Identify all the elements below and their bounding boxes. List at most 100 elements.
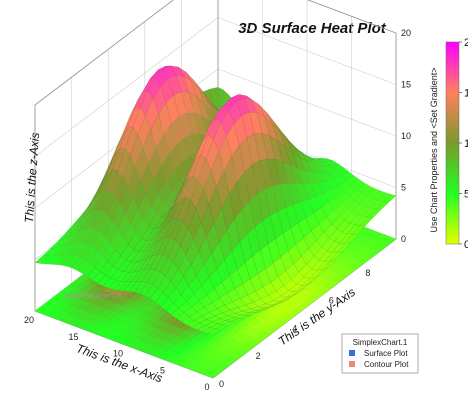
surface-cell (272, 256, 287, 277)
surface-cell (234, 283, 249, 299)
surface-cell (280, 250, 294, 271)
surface-cell (282, 227, 297, 252)
surface-cell (151, 237, 166, 257)
surface-cell (123, 281, 138, 292)
z-tick-label: 0 (401, 234, 406, 244)
surface-cell (206, 315, 221, 323)
surface-cell (188, 275, 202, 294)
surface-cell (160, 77, 174, 104)
surface-cell (118, 281, 132, 292)
surface-cell (155, 133, 169, 167)
colorbar-tick-label: 0 (464, 239, 468, 251)
surface-cell (183, 134, 198, 157)
surface-cell (190, 139, 204, 169)
surface-cell (305, 212, 320, 232)
x-tick-label: 0 (204, 382, 209, 392)
colorbar-tick-label: 15 (464, 88, 468, 100)
surface-cell (207, 328, 222, 335)
surface-cell (240, 312, 254, 316)
surface-cell (130, 134, 144, 167)
surface-cell (242, 308, 257, 313)
surface-cell (152, 86, 167, 115)
surface-cell (249, 273, 264, 292)
y-tick-label: 2 (256, 351, 261, 361)
surface-cell (268, 302, 282, 308)
surface-cell (203, 252, 218, 278)
surface-cell (195, 135, 209, 159)
surface-cell (151, 221, 165, 240)
surface-cell (300, 248, 315, 265)
colorbar-tick-label: 5 (464, 189, 468, 201)
surface-cell (276, 298, 290, 305)
surface-cell (272, 123, 286, 148)
surface-cell (221, 193, 235, 231)
surface-cell (245, 311, 259, 316)
surface-cell (99, 214, 113, 238)
surface-cell (102, 277, 117, 289)
surface-cell (131, 269, 145, 282)
surface-cell (130, 251, 145, 263)
surface-cell (210, 105, 224, 124)
surface-cell (161, 201, 175, 218)
surface-cell (178, 300, 192, 314)
surface-cell (261, 133, 276, 160)
axis-ticks: 0 5 10 15 20 0 2 4 6 8 0 5 10 15 20 (24, 28, 411, 392)
surface-cell (140, 90, 154, 116)
surface-cell (132, 179, 147, 211)
surface-cell (214, 324, 229, 331)
legend-label-contour: Contour Plot (364, 360, 409, 369)
z-tick-label: 10 (401, 131, 411, 141)
x-tick-label: 15 (68, 332, 78, 342)
colorbar-tick-label: 20 (464, 37, 468, 49)
surface-cell (81, 262, 96, 278)
surface-cell (132, 107, 146, 135)
surface-cell (99, 261, 114, 276)
surface-cell (260, 295, 274, 304)
surface-plot (34, 65, 397, 335)
surface-cell (229, 307, 244, 314)
surface-cell (135, 146, 149, 181)
surface-cell (224, 250, 238, 277)
chart-title: 3D Surface Heat Plot (238, 20, 387, 37)
surface-cell (208, 186, 222, 223)
surface-cell (214, 312, 229, 319)
surface-cell (144, 284, 159, 300)
surface-cell (321, 259, 336, 270)
surface-cell (89, 250, 103, 268)
surface-cell (250, 306, 265, 311)
surface-cell (283, 293, 297, 301)
surface-cell (229, 181, 243, 220)
y-tick-label: 0 (219, 379, 224, 389)
surface-cell (149, 288, 164, 303)
surface-cell (176, 312, 190, 323)
legend-swatch-surface (349, 350, 355, 356)
y-tick-label: 4 (292, 323, 297, 333)
surface-cell (274, 122, 288, 141)
surface-cell (156, 202, 170, 218)
surface-cell (193, 112, 208, 136)
colorbar-ticks: 0 5 10 15 20 (459, 37, 468, 251)
legend-swatch-contour (349, 361, 355, 367)
surface-cell (367, 188, 381, 199)
surface-cell (206, 288, 220, 303)
surface-cell (111, 148, 126, 171)
surface-cell (211, 150, 225, 188)
surface-cell (211, 297, 226, 309)
surface-cell (160, 297, 174, 311)
surface-cell (156, 213, 170, 236)
surface-cell (173, 91, 187, 117)
surface-cell (219, 229, 233, 261)
surface-cell (199, 319, 213, 326)
surface-cell (134, 281, 148, 294)
surface-cell (322, 165, 337, 173)
surface-cell (196, 325, 211, 332)
legend: SimplexChart.1 Surface Plot Contour Plot (341, 333, 419, 374)
legend-label-surface: Surface Plot (364, 349, 408, 358)
surface-cell (180, 227, 194, 255)
surface-cell (125, 197, 139, 225)
surface-cell (183, 306, 198, 318)
surface-cell (234, 310, 249, 316)
z-tick-label: 20 (401, 28, 411, 38)
